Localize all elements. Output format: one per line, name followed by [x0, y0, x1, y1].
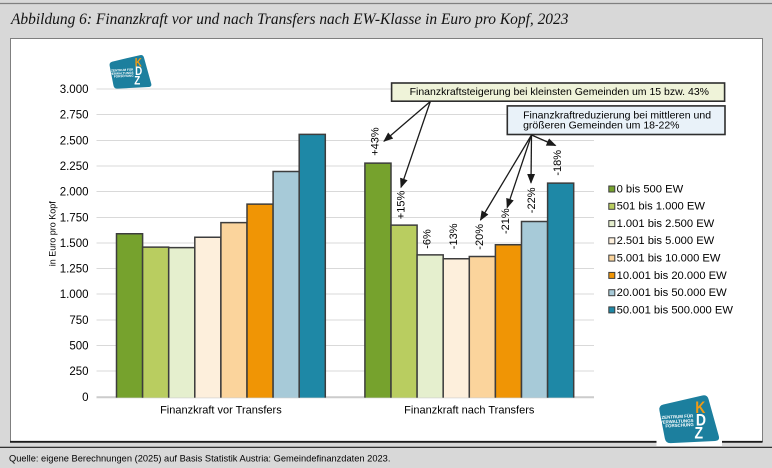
- svg-text:2.250: 2.250: [60, 161, 89, 173]
- svg-text:größeren Gemeinden um 18-22%: größeren Gemeinden um 18-22%: [523, 120, 679, 132]
- svg-text:D: D: [135, 65, 142, 78]
- svg-text:D: D: [696, 411, 706, 429]
- svg-text:-18%: -18%: [552, 150, 564, 176]
- svg-text:1.500: 1.500: [60, 238, 89, 250]
- svg-text:0 bis 500 EW: 0 bis 500 EW: [617, 183, 684, 195]
- svg-text:1.750: 1.750: [60, 212, 89, 224]
- svg-text:0: 0: [82, 392, 88, 404]
- svg-text:-13%: -13%: [448, 223, 460, 249]
- svg-text:1.250: 1.250: [60, 264, 89, 276]
- svg-text:K: K: [135, 57, 142, 70]
- svg-text:ZENTRUM FÜR: ZENTRUM FÜR: [661, 413, 694, 420]
- svg-text:2.750: 2.750: [60, 110, 89, 122]
- svg-text:FORSCHUNG: FORSCHUNG: [665, 422, 694, 429]
- svg-text:FORSCHUNG: FORSCHUNG: [114, 74, 135, 79]
- svg-text:50.001 bis 500.000 EW: 50.001 bis 500.000 EW: [617, 304, 734, 316]
- svg-text:Z: Z: [134, 75, 140, 88]
- svg-text:500: 500: [69, 341, 88, 353]
- svg-text:-6%: -6%: [422, 229, 434, 249]
- svg-text:3.000: 3.000: [60, 84, 89, 96]
- svg-text:-20%: -20%: [474, 224, 486, 250]
- svg-text:+43%: +43%: [369, 127, 381, 156]
- svg-text:1.001 bis 2.500 EW: 1.001 bis 2.500 EW: [617, 218, 715, 230]
- svg-text:Abbildung 6: Finanzkraft vor u: Abbildung 6: Finanzkraft vor und nach Tr…: [10, 11, 569, 28]
- svg-text:20.001 bis 50.000 EW: 20.001 bis 50.000 EW: [617, 287, 728, 299]
- svg-text:2.500: 2.500: [60, 135, 89, 147]
- svg-text:Finanzkraft vor Transfers: Finanzkraft vor Transfers: [160, 405, 282, 417]
- svg-text:Z: Z: [695, 425, 704, 443]
- svg-text:10.001 bis 20.000 EW: 10.001 bis 20.000 EW: [617, 270, 728, 282]
- svg-text:-21%: -21%: [500, 208, 512, 234]
- svg-text:1.000: 1.000: [60, 289, 89, 301]
- svg-text:501 bis 1.000 EW: 501 bis 1.000 EW: [617, 201, 706, 213]
- svg-text:ZENTRUM FÜR: ZENTRUM FÜR: [111, 66, 134, 72]
- svg-text:-22%: -22%: [526, 187, 538, 213]
- svg-text:2.501 bis 5.000 EW: 2.501 bis 5.000 EW: [617, 235, 715, 247]
- svg-text:2.000: 2.000: [60, 187, 89, 199]
- svg-text:+15%: +15%: [396, 191, 408, 220]
- svg-text:750: 750: [69, 315, 88, 327]
- svg-text:VERWALTUNGS: VERWALTUNGS: [110, 71, 134, 76]
- svg-text:Quelle: eigene Berechnungen (2: Quelle: eigene Berechnungen (2025) auf B…: [9, 453, 390, 463]
- svg-text:in Euro pro Kopf: in Euro pro Kopf: [48, 201, 58, 267]
- svg-text:VERWALTUNGS: VERWALTUNGS: [660, 418, 694, 425]
- svg-text:Finanzkraftreduzierung bei mit: Finanzkraftreduzierung bei mittleren und: [523, 109, 711, 121]
- svg-text:5.001 bis 10.000 EW: 5.001 bis 10.000 EW: [617, 253, 721, 265]
- svg-text:K: K: [695, 399, 705, 417]
- svg-text:Finanzkraftsteigerung bei klei: Finanzkraftsteigerung bei kleinsten Geme…: [410, 86, 709, 98]
- svg-text:250: 250: [69, 366, 88, 378]
- svg-text:Finanzkraft nach Transfers: Finanzkraft nach Transfers: [404, 405, 535, 417]
